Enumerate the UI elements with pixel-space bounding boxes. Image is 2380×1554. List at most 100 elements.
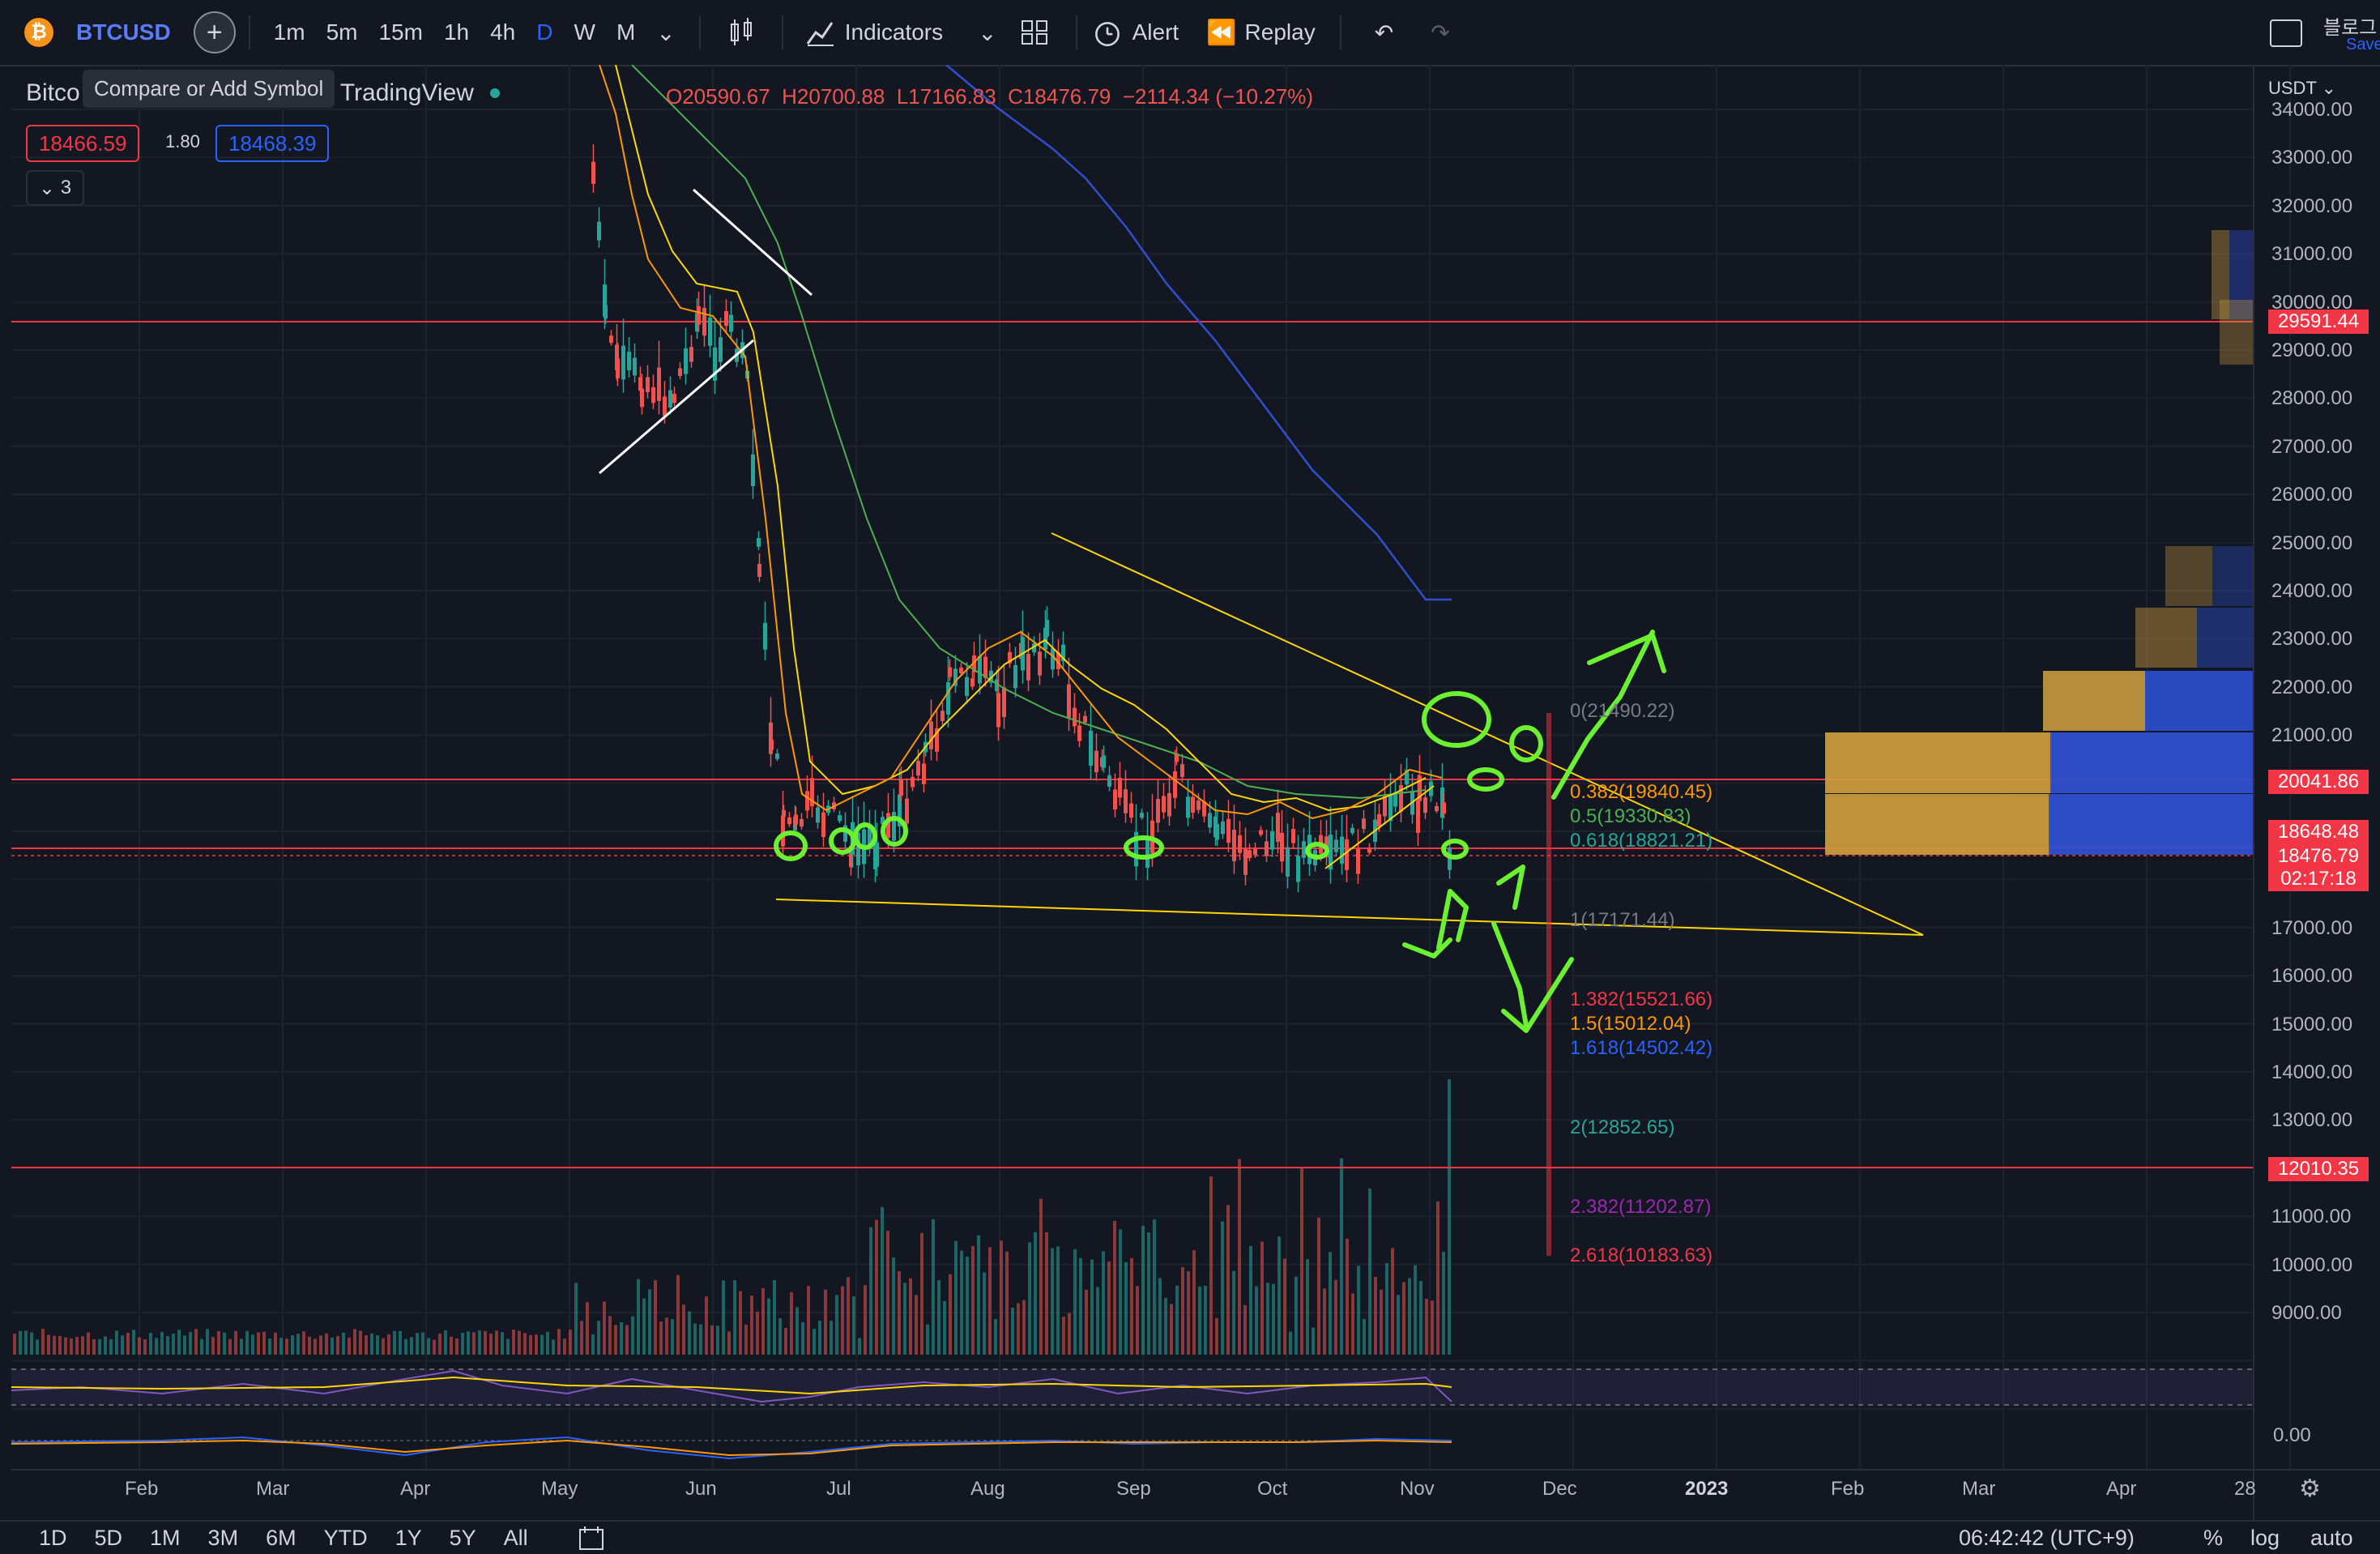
candle-body — [1416, 800, 1420, 834]
volume-bar — [455, 1338, 459, 1355]
log-toggle[interactable]: log — [2250, 1525, 2280, 1550]
auto-toggle[interactable]: auto — [2310, 1525, 2353, 1550]
live-dot-icon — [489, 88, 500, 98]
low-value: L17166.83 — [896, 84, 996, 109]
sell-price-button[interactable]: 18466.59 — [26, 125, 140, 162]
volume-bar — [279, 1338, 283, 1355]
candle-body — [1265, 841, 1269, 856]
redo-icon[interactable]: ↷ — [1431, 19, 1450, 45]
candle-body — [697, 306, 701, 325]
volume-bar — [676, 1274, 680, 1355]
volume-bar — [138, 1337, 141, 1355]
volume-bars — [13, 1079, 1451, 1355]
range-6m[interactable]: 6M — [266, 1525, 296, 1550]
indicators-button[interactable]: Indicators — [804, 0, 943, 65]
candle-body — [978, 655, 982, 684]
indicators-toggle[interactable]: ⌄ 3 — [26, 170, 84, 206]
candle-body — [886, 813, 890, 839]
currency-selector[interactable]: USDT ⌄ — [2268, 78, 2337, 98]
range-3m[interactable]: 3M — [207, 1525, 239, 1550]
volume-bar — [132, 1330, 135, 1355]
fib-level-label: 0(21490.22) — [1570, 700, 1675, 722]
candle-body — [724, 310, 728, 327]
volume-bar — [87, 1332, 90, 1355]
percent-toggle[interactable]: % — [2203, 1525, 2224, 1550]
tf-5m[interactable]: 5m — [326, 19, 358, 45]
candle-body — [603, 284, 607, 317]
hand-drawn-annotations — [774, 630, 1666, 1033]
candle-body — [751, 454, 755, 487]
candle-body — [911, 777, 915, 788]
buy-price-button[interactable]: 18468.39 — [215, 125, 330, 162]
price-tick: 29000.00 — [2271, 339, 2353, 361]
layout-grid-icon[interactable] — [1019, 16, 1051, 49]
alert-button[interactable]: Alert — [1090, 0, 1179, 65]
save-button[interactable]: Save — [2346, 36, 2380, 53]
volume-bar — [1408, 1278, 1411, 1355]
volume-bar — [1323, 1288, 1326, 1355]
candle-body — [1026, 653, 1030, 681]
rsi-line — [11, 1369, 1452, 1403]
settings-gear-icon[interactable]: ⚙ — [2299, 1475, 2321, 1502]
volume-bar — [41, 1329, 45, 1355]
grid — [11, 65, 2291, 1470]
volume-bar — [109, 1338, 113, 1355]
ohlc-values: O20590.67 H20700.88 L17166.83 C18476.79 … — [666, 84, 1313, 109]
candle-body — [663, 396, 667, 416]
range-all[interactable]: All — [503, 1525, 528, 1550]
tf-4h[interactable]: 4h — [490, 19, 516, 45]
calendar-icon[interactable] — [577, 1523, 606, 1552]
volume-bar — [1397, 1295, 1400, 1355]
fullscreen-icon[interactable] — [2270, 19, 2302, 47]
range-1y[interactable]: 1Y — [395, 1525, 422, 1550]
volume-bar — [53, 1335, 56, 1355]
candles-icon[interactable] — [725, 16, 757, 49]
range-5d[interactable]: 5D — [94, 1525, 123, 1550]
candle-body — [898, 794, 902, 826]
range-ytd[interactable]: YTD — [323, 1525, 368, 1550]
candle-body — [1140, 813, 1144, 818]
volume-bar — [359, 1330, 362, 1355]
tf-w[interactable]: W — [574, 19, 595, 45]
undo-icon[interactable]: ↶ — [1374, 19, 1394, 45]
candle-body — [1162, 796, 1166, 813]
volume-bar — [274, 1332, 277, 1355]
range-1m[interactable]: 1M — [150, 1525, 181, 1550]
price-tick: 33000.00 — [2271, 147, 2353, 169]
volume-bar — [104, 1336, 107, 1355]
clock-time[interactable]: 06:42:42 (UTC+9) — [1959, 1525, 2135, 1550]
volume-bar — [302, 1331, 305, 1355]
tf-m[interactable]: M — [616, 19, 636, 45]
volume-bar — [92, 1339, 96, 1355]
symbol-search-button[interactable]: BTCUSD — [76, 19, 171, 45]
price-chart[interactable] — [0, 65, 2380, 1520]
range-1d[interactable]: 1D — [39, 1525, 67, 1550]
volume-bar — [1113, 1220, 1116, 1355]
time-tick: 2023 — [1685, 1478, 1729, 1500]
divider — [1339, 15, 1341, 49]
volume-bar — [1136, 1286, 1139, 1355]
volume-bar — [1266, 1283, 1269, 1355]
volume-bar — [1402, 1282, 1405, 1355]
compare-add-symbol-button[interactable]: + — [193, 11, 236, 53]
candle-body — [604, 305, 608, 319]
volume-bar — [1192, 1250, 1196, 1355]
korean-label[interactable]: 블로그 — [2323, 17, 2378, 39]
tf-15m[interactable]: 15m — [378, 19, 423, 45]
tf-d[interactable]: D — [536, 19, 553, 45]
tf-1h[interactable]: 1h — [443, 19, 470, 45]
chevron-down-icon[interactable]: ⌄ — [656, 19, 676, 45]
volume-bar — [58, 1335, 62, 1355]
candle-body — [1286, 847, 1290, 877]
volume-bar — [966, 1257, 969, 1355]
range-5y[interactable]: 5Y — [449, 1525, 476, 1550]
replay-button[interactable]: ⏪ Replay — [1206, 0, 1316, 65]
candle-body — [800, 818, 804, 827]
candle-body — [1345, 839, 1349, 870]
volume-bar — [24, 1330, 28, 1355]
candle-body — [1377, 813, 1381, 827]
candle-body — [1243, 848, 1248, 875]
tf-1m[interactable]: 1m — [273, 19, 305, 45]
chevron-down-icon[interactable]: ⌄ — [978, 19, 997, 45]
volume-bar — [1329, 1252, 1332, 1355]
